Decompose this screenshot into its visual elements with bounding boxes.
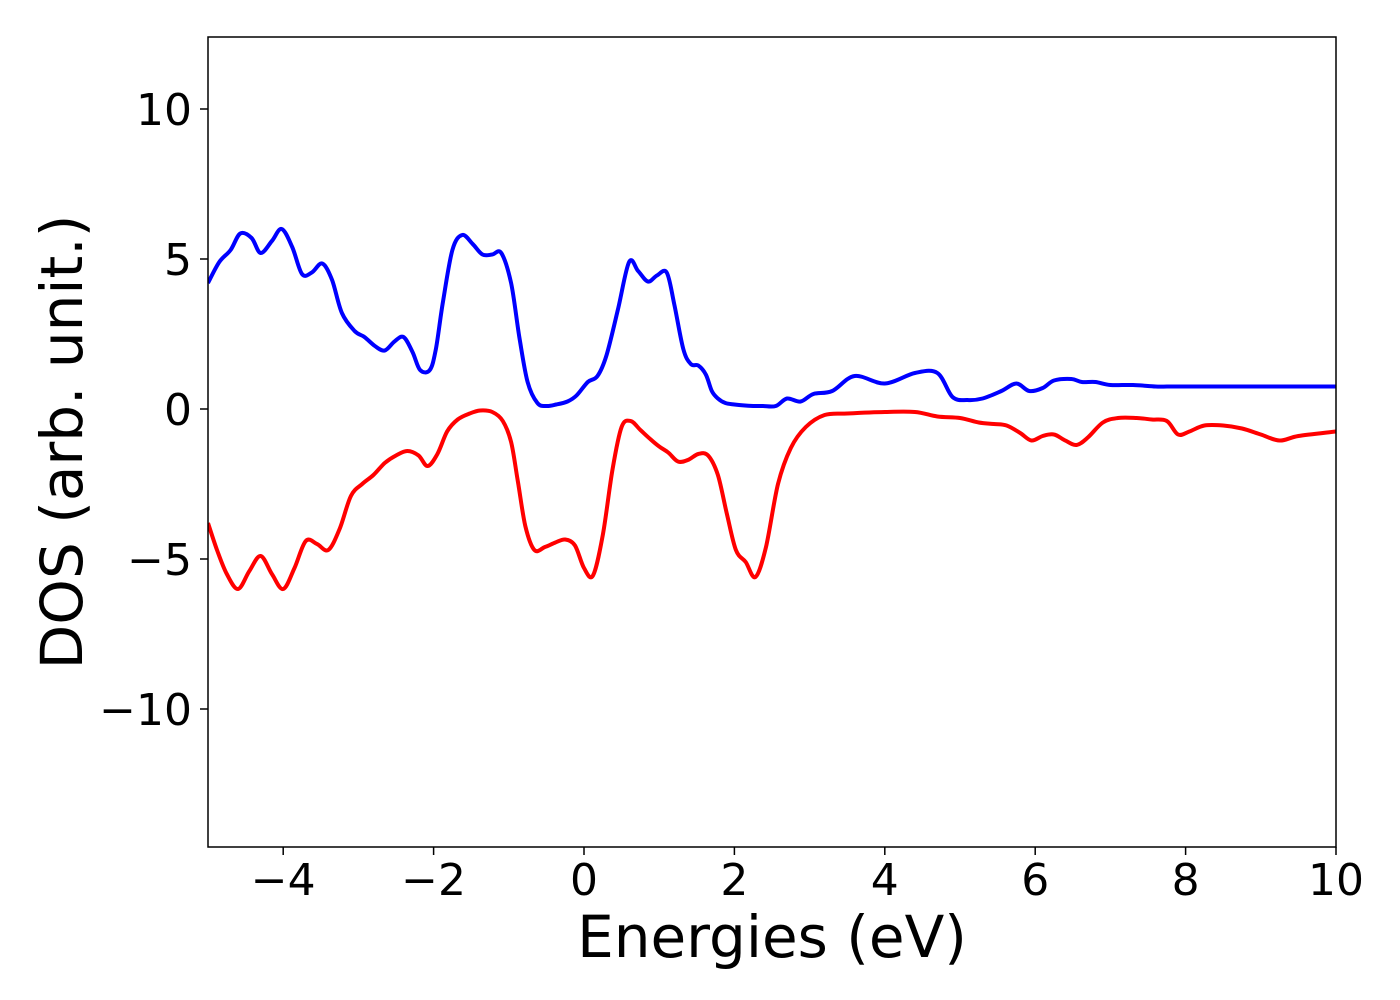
y-tick-label-2: 0 [164, 385, 192, 436]
plot-frame [207, 36, 1337, 848]
x-tick-label-2: 0 [570, 855, 598, 906]
y-tick-label-3: −5 [127, 535, 192, 586]
y-tick-label-0: 10 [136, 85, 192, 136]
y-axis-label: DOS (arb. unit.) [28, 215, 96, 670]
x-tick-label-7: 10 [1308, 855, 1364, 906]
x-tick-label-4: 4 [871, 855, 899, 906]
series-line-1 [208, 408, 1336, 591]
x-tick-label-6: 8 [1172, 855, 1200, 906]
x-tick-label-1: −2 [401, 855, 466, 906]
x-tick-label-3: 2 [720, 855, 748, 906]
y-tick-label-4: −10 [99, 685, 192, 736]
x-axis-label: Energies (eV) [577, 903, 967, 971]
series-layer [208, 226, 1336, 591]
y-tick-label-1: 5 [164, 235, 192, 286]
x-tick-label-5: 6 [1021, 855, 1049, 906]
tick-layer: −4 −2 0 2 4 6 8 10 10 5 0 −5 −10 [99, 85, 1364, 906]
x-tick-label-0: −4 [251, 855, 316, 906]
series-line-0 [208, 226, 1336, 409]
